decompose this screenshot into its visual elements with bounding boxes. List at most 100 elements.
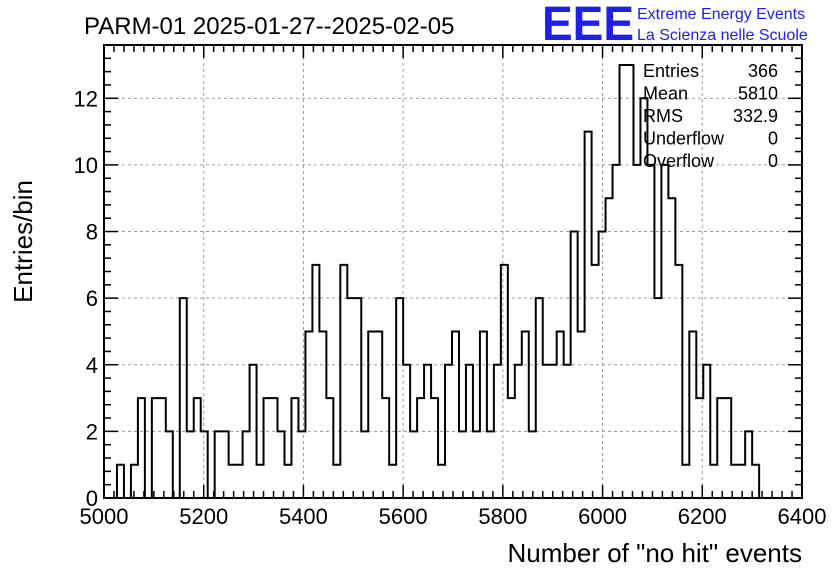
histogram-bin [222, 431, 229, 498]
x-tick-label: 5200 [179, 504, 228, 529]
histogram-bin [508, 398, 515, 498]
histogram-bin [138, 398, 145, 498]
histogram-bin [724, 398, 731, 498]
histogram-bin [620, 65, 627, 498]
histogram-bin [452, 331, 459, 498]
histogram-bin [361, 431, 368, 498]
logo-letters: EEE [542, 0, 634, 51]
histogram-bin [236, 465, 243, 498]
histogram-bin [501, 265, 508, 498]
histogram-bin [382, 398, 389, 498]
histogram-bars [115, 63, 767, 499]
histogram-bin [152, 398, 159, 498]
histogram-bin [284, 465, 291, 498]
histogram-bin [278, 431, 285, 498]
histogram-bin [333, 465, 340, 498]
histogram-bin [368, 331, 375, 498]
y-tick-label: 4 [86, 353, 98, 378]
x-tick-label: 5800 [478, 504, 527, 529]
histogram-bin [291, 398, 298, 498]
histogram-bin [326, 398, 333, 498]
histogram-bin [529, 431, 536, 498]
histogram-bin [243, 431, 250, 498]
histogram-outline [115, 63, 767, 499]
stats-value: 366 [748, 61, 778, 81]
x-tick-label: 6400 [778, 504, 827, 529]
histogram-bin [417, 398, 424, 498]
histogram-bin [340, 265, 347, 498]
histogram-bin [480, 331, 487, 498]
histogram-bin [166, 431, 173, 498]
x-tick-label: 6000 [578, 504, 627, 529]
y-tick-label: 10 [74, 153, 98, 178]
logo-caption-line1: Extreme Energy Events [637, 6, 805, 23]
stats-value: 5810 [738, 84, 778, 104]
histogram-bin [487, 431, 494, 498]
histogram-bin [661, 165, 668, 498]
logo-caption-line2: La Scienza nelle Scuole [637, 27, 808, 44]
y-tick-label: 0 [86, 486, 98, 511]
histogram-bin [396, 298, 403, 498]
histogram-bin [592, 265, 599, 498]
histogram-bin [745, 431, 752, 498]
histogram-bin [585, 132, 592, 498]
axes: 5000 5200 5400 5600 5800 6000 6200 6400 0 2 4 6 8 10 1… [74, 44, 827, 529]
histogram-bin [522, 331, 529, 498]
histogram-bin [347, 298, 354, 498]
histogram-bin [375, 331, 382, 498]
histogram-bin [578, 331, 585, 498]
histogram-bin [229, 465, 236, 498]
histogram-bin [159, 398, 166, 498]
stats-value: 0 [768, 129, 778, 149]
histogram-bin [710, 465, 717, 498]
histogram-bin [668, 198, 675, 498]
histogram-bin [557, 331, 564, 498]
eee-logo: EEE Extreme Energy Events La Scienza nel… [542, 0, 808, 51]
histogram-bin [180, 298, 187, 498]
stats-value: 332.9 [733, 106, 778, 126]
histogram-bin [354, 298, 361, 498]
histogram-bin [271, 398, 278, 498]
histogram-bin [536, 298, 543, 498]
histogram-bin [305, 331, 312, 498]
histogram-bin [633, 165, 640, 498]
histogram-bin [312, 265, 319, 498]
histogram-bin [647, 165, 654, 498]
histogram-bin [606, 198, 613, 498]
histogram-bin [264, 398, 271, 498]
stats-label: Underflow [643, 129, 725, 149]
histogram-bin [752, 465, 759, 498]
histogram-bin [459, 431, 466, 498]
y-tick-label: 8 [86, 220, 98, 245]
stats-label: Mean [643, 84, 688, 104]
chart-title: PARM-01 2025-01-27--2025-02-05 [84, 13, 454, 40]
y-tick-label: 2 [86, 419, 98, 444]
histogram-bin [627, 65, 634, 498]
x-axis-label: Number of "no hit" events [508, 538, 803, 568]
histogram-bin [298, 431, 305, 498]
histogram-bin [117, 465, 124, 498]
x-tick-label: 5000 [80, 504, 129, 529]
x-tick-label: 6200 [678, 504, 727, 529]
stats-box: Entries 366 Mean 5810 RMS 332.9 Underflow 0 Over… [643, 61, 778, 171]
grid [104, 45, 802, 498]
histogram-bin [717, 398, 724, 498]
stats-label: RMS [643, 106, 683, 126]
histogram-bin [319, 331, 326, 498]
y-tick-label: 12 [74, 86, 98, 111]
histogram-bin [187, 431, 194, 498]
histogram-bin [473, 431, 480, 498]
stats-label: Entries [643, 61, 699, 81]
histogram-bin [410, 431, 417, 498]
x-tick-label: 5400 [279, 504, 328, 529]
plot-frame [103, 44, 803, 499]
histogram-bin [675, 265, 682, 498]
histogram-bin [438, 465, 445, 498]
histogram-bin [194, 398, 201, 498]
histogram-bin [257, 465, 264, 498]
histogram-bin [613, 165, 620, 498]
histogram-bin [689, 331, 696, 498]
y-tick-label: 6 [86, 286, 98, 311]
x-tick-label: 5600 [379, 504, 428, 529]
